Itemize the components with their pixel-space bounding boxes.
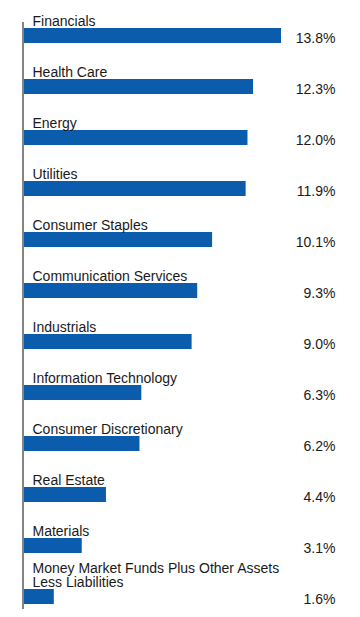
svg-text:Industrials: Industrials [33,319,97,335]
svg-text:Financials: Financials [33,13,96,29]
svg-text:6.2%: 6.2% [304,438,336,454]
svg-text:9.3%: 9.3% [304,285,336,301]
svg-text:12.0%: 12.0% [296,132,336,148]
svg-text:10.1%: 10.1% [296,234,336,250]
svg-text:6.3%: 6.3% [304,387,336,403]
svg-text:Materials: Materials [33,523,90,539]
svg-text:12.3%: 12.3% [296,81,336,97]
svg-text:Communication Services: Communication Services [33,268,188,284]
svg-text:Information Technology: Information Technology [33,370,178,386]
svg-text:Money Market Funds Plus Other: Money Market Funds Plus Other AssetsLess… [33,560,280,590]
svg-text:Health Care: Health Care [33,64,108,80]
svg-text:Energy: Energy [33,115,77,131]
svg-text:Consumer Staples: Consumer Staples [33,217,148,233]
svg-text:Utilities: Utilities [33,166,78,182]
svg-text:1.6%: 1.6% [304,591,336,607]
svg-text:Real Estate: Real Estate [33,472,106,488]
svg-text:4.4%: 4.4% [304,489,336,505]
svg-text:11.9%: 11.9% [297,183,336,199]
svg-text:9.0%: 9.0% [304,336,336,352]
svg-text:13.8%: 13.8% [296,30,336,46]
svg-text:3.1%: 3.1% [304,540,336,556]
svg-text:Consumer Discretionary: Consumer Discretionary [33,421,183,437]
